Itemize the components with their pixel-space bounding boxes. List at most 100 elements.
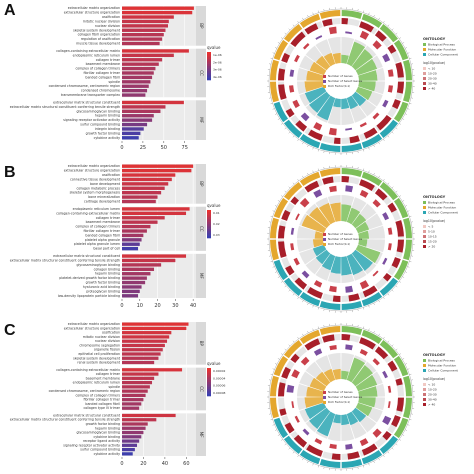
center-legend-swatch: [323, 85, 326, 88]
rich-factor-bg: [297, 397, 307, 411]
ontology-segment: [379, 119, 399, 139]
bar-label: banded collagen fibril: [85, 75, 120, 79]
ontology-segment: [379, 23, 399, 43]
bar-label: cartilage development: [84, 200, 121, 204]
rich-factor-bg: [297, 239, 315, 253]
count-segment: [396, 397, 404, 412]
ontology-segment: [270, 239, 279, 261]
select-genes-bar: [313, 348, 323, 356]
ontology-legend-label: Molecular Function: [428, 48, 456, 52]
center-legend-swatch: [323, 401, 326, 404]
ring-tick: [277, 434, 280, 436]
ring-tick: [317, 307, 319, 310]
pvalue-legend-title: log10(pvalue): [423, 61, 445, 65]
bar: [122, 294, 139, 298]
legend-value: 0.00006: [213, 384, 225, 388]
bar: [122, 238, 142, 242]
rich-factor-bg: [297, 67, 308, 81]
bar: [122, 368, 183, 372]
ring-tick: [405, 363, 408, 365]
legend-value: 0.01: [213, 211, 220, 215]
pvalue-legend-swatch: [423, 225, 426, 228]
legend-swatch: [207, 368, 211, 371]
count-segment: [396, 81, 404, 94]
ring-tick: [368, 170, 370, 173]
center-legend-label: Rich Factor(0-1): [328, 400, 350, 404]
ring-tick: [402, 358, 405, 360]
ring-tick: [373, 145, 375, 148]
ring-tick: [277, 358, 280, 360]
rich-factor-bg: [327, 353, 341, 371]
bar-label: receptor ligand activity: [83, 439, 120, 443]
ontology-segment: [341, 459, 363, 468]
bar-label: skeletal system development: [73, 28, 121, 32]
bar-label: collagen-containing extracellular matrix: [56, 49, 120, 53]
bar: [122, 343, 165, 348]
center-legend-label: Number of Genes: [328, 390, 353, 394]
bar: [122, 331, 172, 335]
ring-tick: [409, 215, 412, 217]
center-legend-label: Number of Genes: [328, 74, 353, 78]
legend-swatch: [207, 54, 211, 57]
rich-factor-bg: [297, 383, 308, 397]
rich-factor-bg: [359, 203, 377, 221]
legend-title: qvalue: [207, 361, 221, 366]
pvalue-legend-swatch: [423, 245, 426, 248]
bar: [122, 439, 140, 443]
ontology-legend-label: Cellular Component: [428, 211, 459, 215]
rich-factor-wedge: [351, 213, 367, 229]
rich-factor-bg: [315, 197, 329, 208]
ring-tick: [368, 463, 370, 466]
bar: [122, 402, 142, 406]
legend-swatch: [207, 370, 211, 373]
rich-factor-bg: [305, 257, 323, 275]
pvalue-legend-title: log10(pvalue): [423, 219, 445, 223]
count-segment: [281, 366, 291, 379]
ontology-legend-label: Biological Process: [428, 359, 455, 363]
bar: [122, 229, 147, 233]
facet-label: MF: [199, 117, 204, 123]
select-genes-bar: [382, 212, 390, 221]
rich-factor-bg: [315, 265, 331, 281]
ring-tick: [277, 118, 280, 120]
ring-tick: [284, 32, 287, 35]
pvalue-legend-label: 30-40: [428, 82, 437, 86]
rich-factor-wedge: [341, 256, 352, 276]
ontology-segment: [283, 277, 303, 297]
rich-factor-wedge: [315, 371, 331, 387]
rich-factor-bg: [299, 93, 310, 107]
bar: [122, 53, 174, 58]
count-segment: [362, 285, 378, 298]
rich-factor-wedge: [304, 397, 324, 408]
bar: [122, 211, 187, 216]
bar: [122, 385, 150, 389]
bar: [122, 339, 168, 343]
legend-swatch: [207, 393, 211, 397]
ontology-segment: [273, 417, 289, 439]
bar: [122, 100, 184, 105]
bar-label: banded collagen fibril: [85, 233, 120, 237]
ring-tick: [409, 261, 412, 263]
bar-label: collagen trimer: [96, 216, 121, 220]
ontology-segment: [299, 171, 321, 187]
select-genes-bar: [289, 69, 295, 77]
rich-factor-bg: [354, 355, 367, 364]
count-segment: [361, 443, 378, 456]
select-genes-bar: [286, 384, 295, 393]
ontology-segment: [341, 326, 363, 335]
ring-tick: [274, 271, 277, 273]
rich-factor-wedge: [323, 52, 336, 67]
count-segment: [383, 272, 392, 282]
facet-strip: [196, 6, 206, 46]
rich-factor-bg: [305, 361, 323, 379]
bar: [122, 413, 176, 418]
rich-factor-wedge: [333, 98, 341, 108]
ring-tick: [270, 57, 273, 59]
bar: [122, 164, 194, 168]
ring-tick: [402, 200, 405, 202]
count-segment: [281, 209, 291, 221]
bar: [122, 191, 162, 195]
